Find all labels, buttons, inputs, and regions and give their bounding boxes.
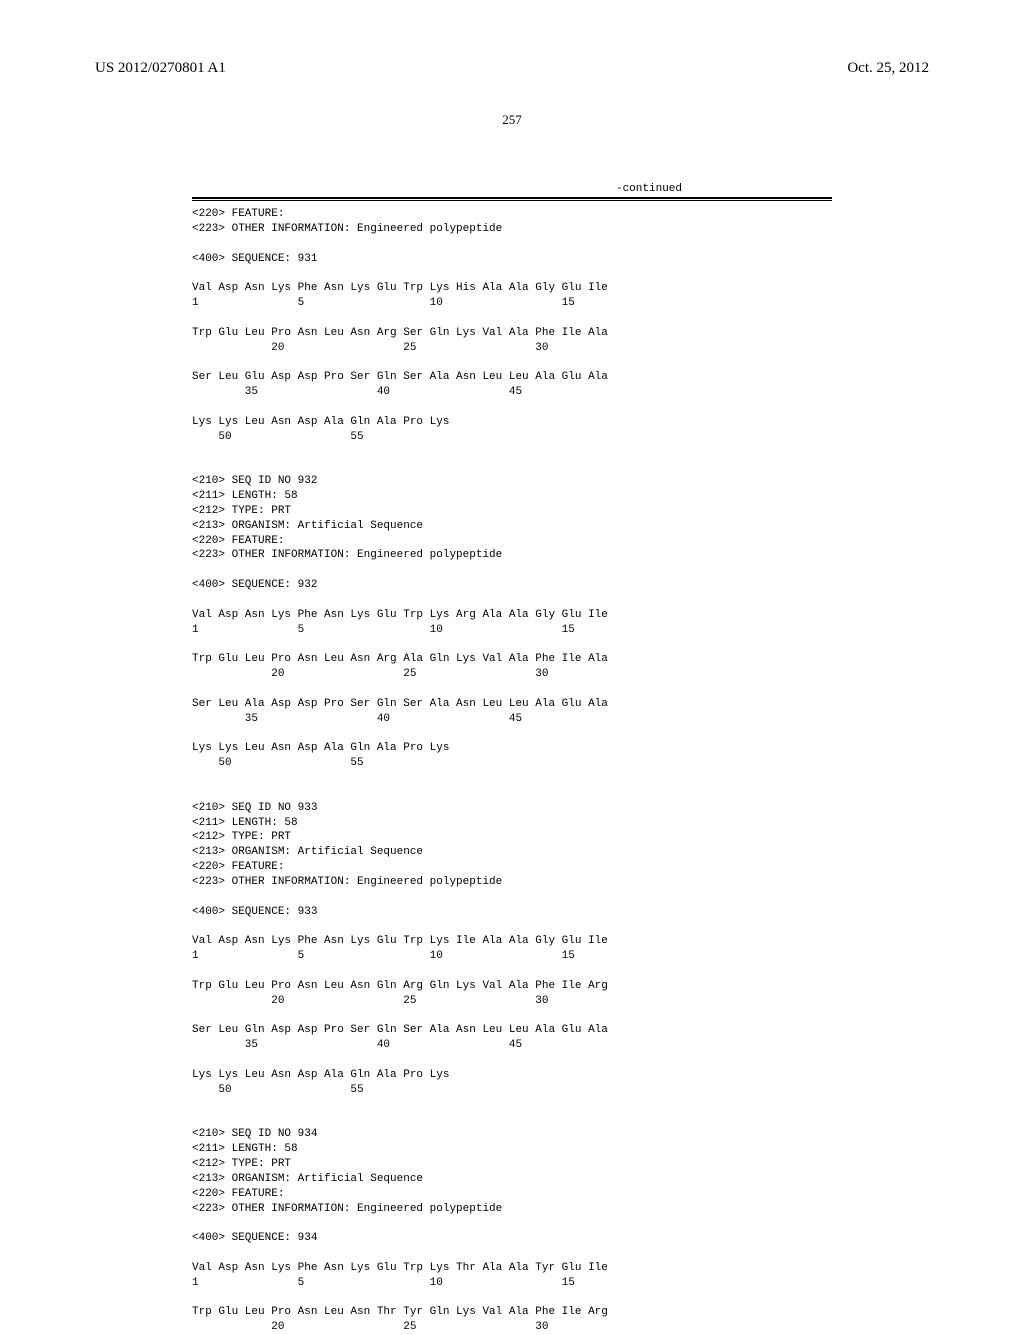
seq-line-aa: Val Asp Asn Lys Phe Asn Lys Glu Trp Lys … (192, 935, 608, 947)
seq-line-num: 20 25 30 (192, 1321, 548, 1333)
seq-line-num: 35 40 45 (192, 1039, 522, 1051)
continued-label: -continued (192, 183, 832, 195)
seq-line-num: 50 55 (192, 757, 364, 769)
seq-header: <400> SEQUENCE: 934 (192, 1232, 317, 1244)
seq-line-num: 1 5 10 15 (192, 624, 575, 636)
seq-line-num: 35 40 45 (192, 386, 522, 398)
seq-header-block: <210> SEQ ID NO 933 <211> LENGTH: 58 <21… (192, 802, 502, 888)
page-number: 257 (95, 112, 929, 128)
seq-header-block: <210> SEQ ID NO 934 <211> LENGTH: 58 <21… (192, 1128, 502, 1214)
seq-line-num: 1 5 10 15 (192, 950, 575, 962)
seq-line-aa: Lys Lys Leu Asn Asp Ala Gln Ala Pro Lys (192, 416, 449, 428)
sequence-listing-wrap: -continued <220> FEATURE: <223> OTHER IN… (192, 183, 832, 1335)
seq-line-aa: Ser Leu Gln Asp Asp Pro Ser Gln Ser Ala … (192, 1024, 608, 1036)
seq-line-num: 20 25 30 (192, 342, 548, 354)
seq-line-aa: Lys Lys Leu Asn Asp Ala Gln Ala Pro Lys (192, 742, 449, 754)
publication-date: Oct. 25, 2012 (847, 60, 929, 77)
seq-line-num: 50 55 (192, 1084, 364, 1096)
seq-line-aa: Val Asp Asn Lys Phe Asn Lys Glu Trp Lys … (192, 1262, 608, 1274)
rule-thin (192, 200, 832, 201)
seq-line-aa: Val Asp Asn Lys Phe Asn Lys Glu Trp Lys … (192, 609, 608, 621)
patent-page: US 2012/0270801 A1 Oct. 25, 2012 257 -co… (0, 0, 1024, 1320)
seq-line-aa: Ser Leu Ala Asp Asp Pro Ser Gln Ser Ala … (192, 698, 608, 710)
seq-line-num: 35 40 45 (192, 713, 522, 725)
seq-header: <400> SEQUENCE: 931 (192, 253, 317, 265)
seq-line-aa: Trp Glu Leu Pro Asn Leu Asn Gln Arg Gln … (192, 980, 608, 992)
seq-line-num: 20 25 30 (192, 995, 548, 1007)
seq-header: <400> SEQUENCE: 933 (192, 906, 317, 918)
seq-header: <400> SEQUENCE: 932 (192, 579, 317, 591)
seq-line-num: 50 55 (192, 431, 364, 443)
seq-line-aa: Trp Glu Leu Pro Asn Leu Asn Thr Tyr Gln … (192, 1306, 608, 1318)
feature-intro: <220> FEATURE: <223> OTHER INFORMATION: … (192, 208, 502, 235)
seq-line-num: 20 25 30 (192, 668, 548, 680)
seq-line-aa: Ser Leu Glu Asp Asp Pro Ser Gln Ser Ala … (192, 371, 608, 383)
publication-number: US 2012/0270801 A1 (95, 60, 226, 77)
seq-line-num: 1 5 10 15 (192, 297, 575, 309)
seq-line-aa: Val Asp Asn Lys Phe Asn Lys Glu Trp Lys … (192, 282, 608, 294)
page-header: US 2012/0270801 A1 Oct. 25, 2012 (95, 60, 929, 77)
seq-header-block: <210> SEQ ID NO 932 <211> LENGTH: 58 <21… (192, 475, 502, 561)
sequence-block-931: <220> FEATURE: <223> OTHER INFORMATION: … (192, 207, 832, 1335)
seq-line-aa: Trp Glu Leu Pro Asn Leu Asn Arg Ala Gln … (192, 653, 608, 665)
rule-thick (192, 197, 832, 199)
seq-line-aa: Trp Glu Leu Pro Asn Leu Asn Arg Ser Gln … (192, 327, 608, 339)
seq-line-aa: Lys Lys Leu Asn Asp Ala Gln Ala Pro Lys (192, 1069, 449, 1081)
seq-line-num: 1 5 10 15 (192, 1277, 575, 1289)
